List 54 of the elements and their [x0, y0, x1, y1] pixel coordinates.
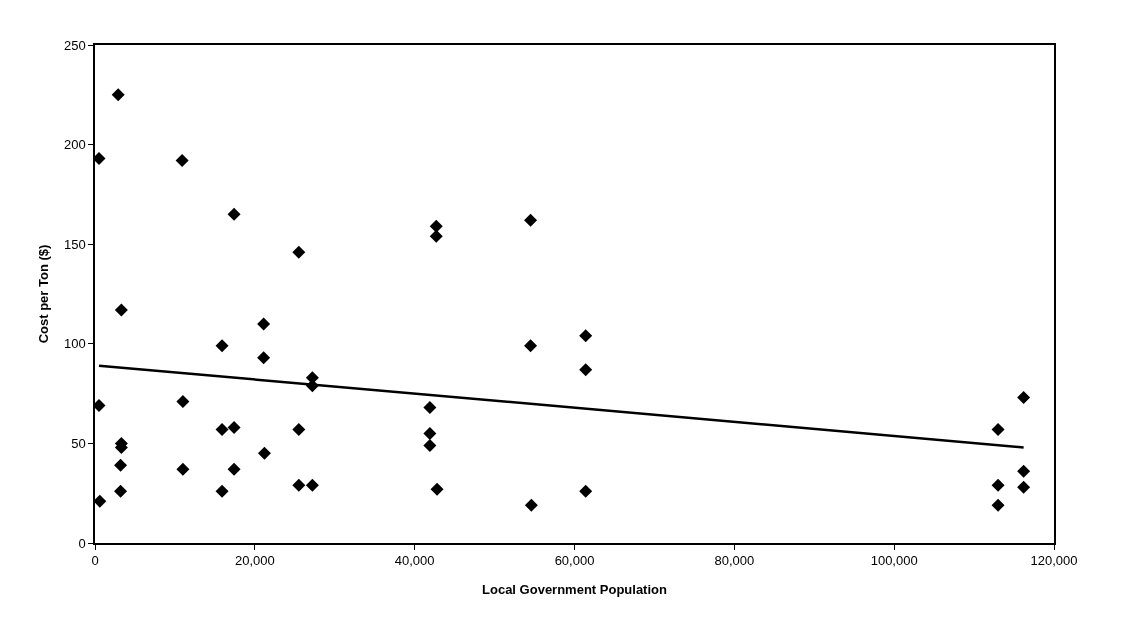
point [227, 462, 241, 476]
point [215, 422, 229, 436]
x-tick-label: 60,000 [554, 553, 595, 569]
point [292, 245, 306, 259]
point [579, 329, 593, 343]
point [215, 339, 229, 353]
point [257, 351, 271, 365]
point [429, 229, 443, 243]
point [227, 420, 241, 434]
point [176, 395, 190, 409]
point [111, 88, 125, 102]
point [257, 446, 271, 460]
point [114, 484, 128, 498]
x-tick-label: 20,000 [234, 553, 275, 569]
point [991, 422, 1005, 436]
y-axis-title: Cost per Ton ($) [36, 244, 52, 344]
point [423, 401, 437, 415]
point [215, 484, 229, 498]
x-axis-title: Local Government Population [482, 582, 668, 598]
point [227, 207, 241, 221]
y-tick-label: 100 [63, 336, 86, 352]
point [423, 438, 437, 452]
point [175, 154, 189, 168]
point [1017, 464, 1031, 478]
point [524, 213, 538, 227]
point [257, 317, 271, 331]
point [991, 498, 1005, 512]
point [579, 363, 593, 377]
point [292, 422, 306, 436]
x-tick-label: 0 [91, 553, 99, 569]
y-tick-label: 50 [71, 435, 86, 451]
x-tick-label: 100,000 [870, 553, 918, 569]
point [292, 478, 306, 492]
point [423, 426, 437, 440]
point [579, 484, 593, 498]
point [524, 498, 538, 512]
point [1017, 480, 1031, 494]
y-tick-label: 0 [78, 535, 86, 551]
point [429, 219, 443, 233]
point [114, 303, 128, 317]
point [95, 494, 107, 508]
x-tick-label: 120,000 [1030, 553, 1078, 569]
x-tick-label: 80,000 [714, 553, 755, 569]
x-tick-label: 40,000 [394, 553, 435, 569]
y-tick-label: 250 [63, 37, 86, 53]
point [176, 462, 190, 476]
y-tick-label: 200 [63, 137, 86, 153]
point [114, 458, 128, 472]
point [305, 478, 319, 492]
point [1017, 391, 1031, 405]
point [991, 478, 1005, 492]
y-tick-label: 150 [63, 236, 86, 252]
point [524, 339, 538, 353]
point [430, 482, 444, 496]
